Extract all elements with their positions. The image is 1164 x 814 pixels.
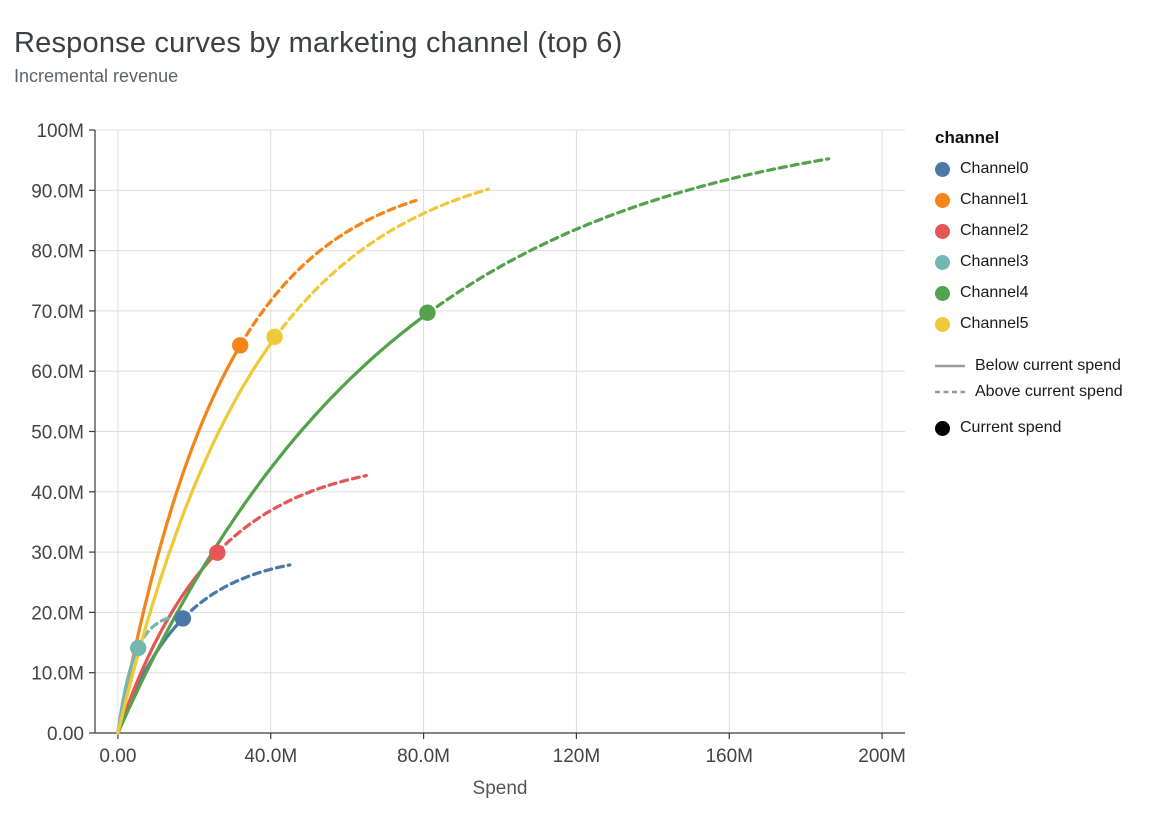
legend-item-solid-line: Below current spend [935, 357, 1123, 375]
curve-below-spend-channel1 [116, 343, 242, 735]
x-tick-label: 160M [705, 746, 753, 767]
x-tick-label: 200M [858, 746, 906, 767]
legend-swatch-icon-channel5 [935, 316, 950, 332]
legend-label-solid-line: Below current spend [975, 357, 1121, 374]
x-tick-label: 120M [553, 746, 601, 767]
curve-above-spend-channel4 [425, 157, 831, 316]
current-spend-dot-channel0 [174, 610, 192, 627]
legend-style-items: Below current spend Above current spend [935, 357, 1123, 401]
y-tick-label: 60.0M [31, 362, 84, 383]
legend-swatch-icon-channel2 [935, 223, 950, 239]
current-spend-dot-channel4 [419, 304, 436, 321]
legend-label-channel1: Channel1 [960, 191, 1029, 208]
y-tick-label: 80.0M [31, 242, 84, 263]
y-axis-title: Incremental revenue [14, 66, 179, 86]
legend-title: channel [935, 128, 1000, 147]
legend-label-channel5: Channel5 [960, 315, 1029, 332]
legend-item-channel2: Channel2 [935, 222, 1123, 240]
y-tick-label: 0.00 [47, 724, 84, 745]
y-tick-label: 100M [36, 121, 84, 142]
x-tick-label: 0.00 [99, 746, 136, 767]
current-spend-dot-channel1 [232, 337, 249, 354]
legend-item-current-spend: Current spend [935, 419, 1123, 437]
chart-svg: 0.00 40.0M 80.0M 120M 160M 200M 0.00 10.0M 20.0M… [31, 121, 906, 767]
current-spend-dot-channel3 [130, 639, 147, 657]
y-tick-label: 10.0M [31, 664, 84, 685]
x-tick-label: 80.0M [397, 746, 450, 767]
legend-label-channel4: Channel4 [960, 284, 1029, 301]
legend-item-channel0: Channel0 [935, 160, 1123, 178]
curve-above-spend-channel5 [272, 187, 491, 340]
legend-swatch-icon-channel3 [935, 254, 950, 270]
legend-channel-items: Channel0 Channel1 Channel2 Channel3 Channel4… [935, 160, 1123, 333]
current-spend-dot-channel2 [209, 544, 226, 561]
legend-swatch-icon-channel1 [935, 192, 950, 208]
solid-line-swatch-icon [935, 364, 965, 368]
y-tick-label: 20.0M [31, 603, 84, 624]
legend-label-dashed-line: Above current spend [975, 383, 1123, 400]
dashed-line-swatch-icon [935, 390, 965, 394]
y-tick-label: 90.0M [31, 181, 84, 202]
legend-swatch-icon-channel4 [935, 285, 950, 301]
x-axis-title: Spend [472, 778, 528, 799]
curve-below-spend-channel4 [116, 311, 430, 735]
y-tick-label: 30.0M [31, 543, 84, 564]
legend-label-channel3: Channel3 [960, 253, 1029, 270]
curve-above-spend-channel0 [181, 563, 292, 621]
legend-item-channel1: Channel1 [935, 191, 1123, 209]
page-title: Response curves by marketing channel (to… [14, 27, 623, 60]
legend-swatch-icon-channel0 [935, 161, 950, 177]
curve-below-spend-channel5 [116, 336, 277, 735]
current-spend-dot-channel5 [266, 328, 283, 345]
legend-item-channel5: Channel5 [935, 315, 1123, 333]
legend-item-channel4: Channel4 [935, 284, 1123, 302]
legend-label-channel2: Channel2 [960, 222, 1029, 239]
legend-label-channel0: Channel0 [960, 160, 1029, 177]
y-tick-label: 70.0M [31, 302, 84, 323]
curve-above-spend-channel2 [215, 473, 368, 555]
current-spend-swatch-icon [935, 420, 950, 436]
x-tick-label: 40.0M [244, 746, 297, 767]
y-tick-label: 40.0M [31, 483, 84, 504]
legend-item-channel3: Channel3 [935, 253, 1123, 271]
curve-below-spend-channel3 [116, 645, 140, 735]
curve-above-spend-channel1 [238, 198, 418, 348]
legend: channel Channel0 Channel1 Channel2 Channel3… [935, 128, 1123, 450]
legend-item-dashed-line: Above current spend [935, 383, 1123, 401]
legend-label-current-spend: Current spend [960, 419, 1062, 436]
y-tick-label: 50.0M [31, 423, 84, 444]
